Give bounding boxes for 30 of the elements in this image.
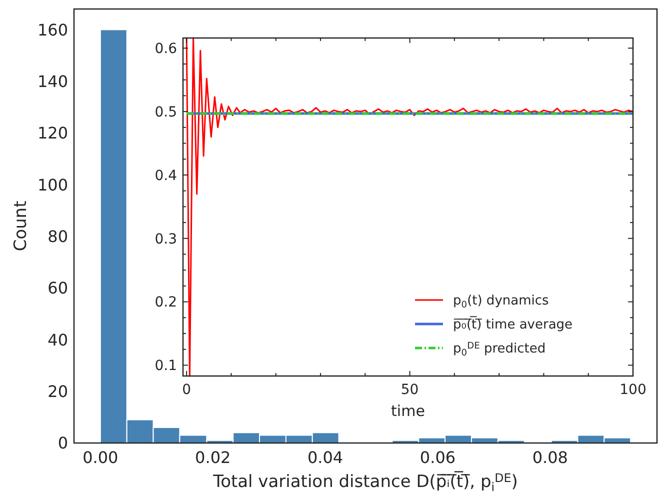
y-tick-label: 80: [48, 226, 68, 246]
y-axis-title: Count: [11, 200, 31, 252]
y-tick-label: 0.6: [154, 41, 178, 58]
y-tick-label: 20: [48, 382, 68, 401]
y-tick-label: 160: [37, 20, 68, 40]
y-tick-label: 100: [37, 175, 68, 194]
x-tick-label: 0.00: [82, 448, 118, 467]
legend-label: p̅₀̅(̅t̅)̅ time average: [453, 316, 573, 333]
y-tick-label: 120: [37, 124, 68, 143]
y-tick-label: 0.1: [154, 358, 177, 374]
y-tick-label: 0.2: [154, 294, 177, 311]
x-tick-label: 0.04: [307, 448, 344, 467]
x-tick-label: 50: [400, 382, 419, 398]
x-tick-label: 100: [620, 382, 646, 398]
legend-label: p$_{0}$(t) dynamics: [453, 294, 550, 310]
y-tick-label: 0: [58, 434, 68, 453]
y-tick-label: 0.5: [154, 104, 177, 120]
legend-label: p$_{0}$$^{DE}$ predicted: [453, 342, 546, 358]
x-tick-label: 0.08: [532, 448, 568, 467]
y-tick-label: 140: [37, 72, 68, 91]
x-tick-label: 0: [182, 382, 192, 398]
x-tick-label: 0.06: [420, 448, 456, 467]
x-axis-title: time: [391, 402, 425, 420]
x-axis-title: Total variation distance D(p̅ᵢ̅(̅t̅)̅, p$_{i}$$^{DE}$): [212, 470, 518, 494]
y-tick-label: 40: [48, 330, 68, 350]
y-tick-label: 0.3: [154, 231, 177, 248]
y-tick-label: 60: [48, 278, 68, 298]
y-tick-label: 0.4: [154, 168, 178, 184]
x-tick-label: 0.02: [195, 448, 231, 467]
line-series: [186, 37, 634, 377]
